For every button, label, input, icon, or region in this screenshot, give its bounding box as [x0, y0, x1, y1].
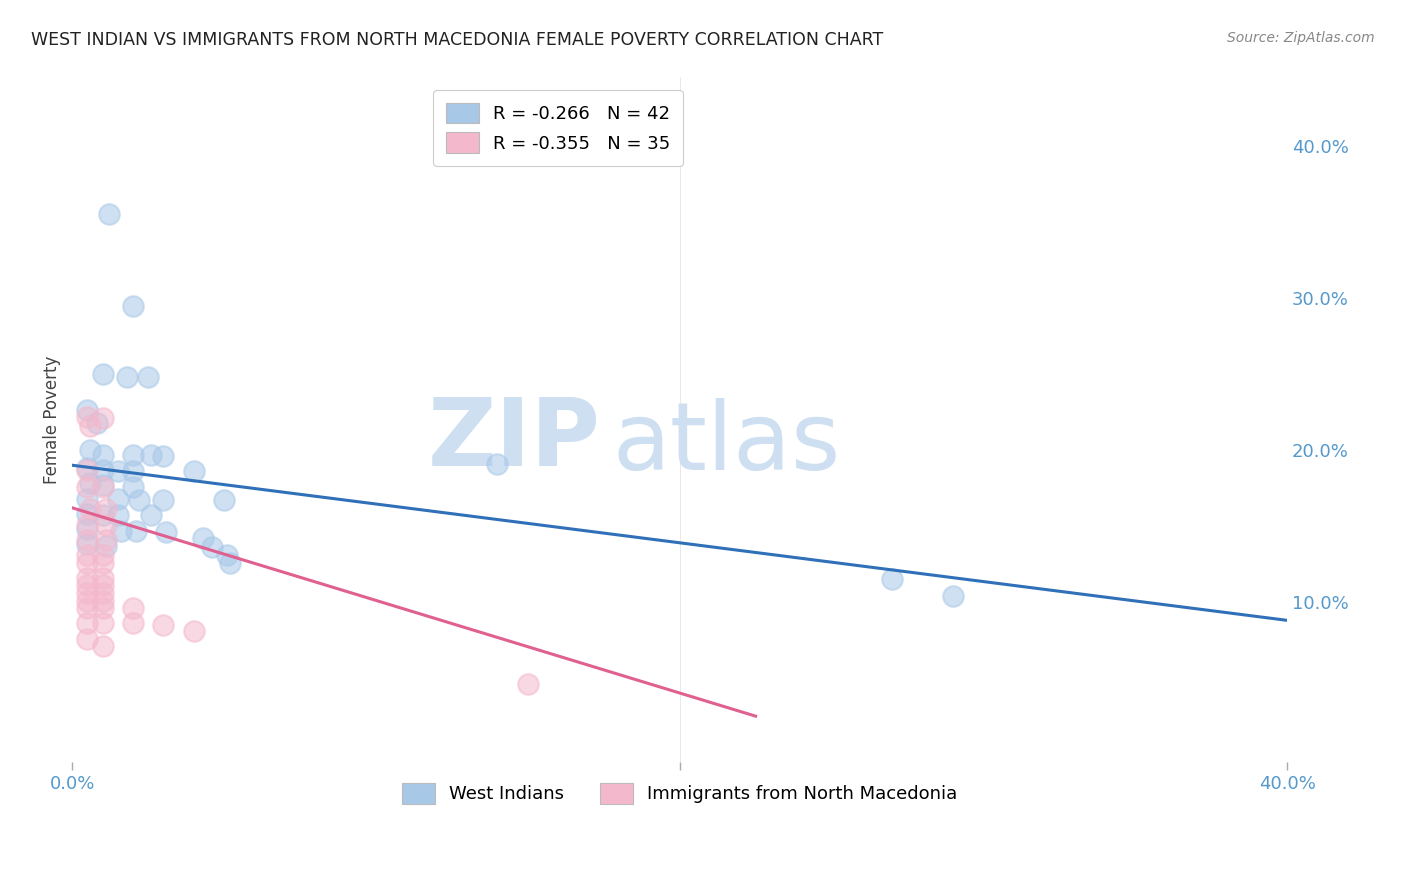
Point [217, 548, 239, 562]
Point [191, 531, 214, 545]
Point [94, 539, 117, 553]
Point [110, 524, 132, 538]
Point [212, 493, 235, 508]
Point [76, 616, 98, 631]
Y-axis label: Female Poverty: Female Poverty [44, 355, 60, 483]
Point [91, 508, 114, 523]
Point [155, 525, 177, 540]
Point [882, 572, 904, 586]
Point [219, 556, 242, 570]
Point [76, 537, 98, 551]
Point [76, 571, 98, 585]
Point [76, 409, 98, 424]
Legend: West Indians, Immigrants from North Macedonia: West Indians, Immigrants from North Mace… [391, 772, 969, 814]
Point [122, 479, 145, 493]
Point [122, 299, 145, 313]
Point [122, 448, 145, 462]
Point [152, 493, 174, 508]
Point [76, 632, 98, 646]
Point [122, 464, 145, 478]
Point [76, 601, 98, 615]
Point [91, 548, 114, 562]
Point [76, 403, 98, 417]
Point [486, 457, 509, 471]
Point [183, 464, 205, 478]
Point [107, 491, 129, 506]
Point [76, 463, 98, 477]
Point [79, 418, 101, 433]
Point [79, 476, 101, 491]
Point [76, 507, 98, 521]
Point [91, 478, 114, 492]
Point [128, 493, 150, 508]
Text: atlas: atlas [613, 398, 841, 490]
Point [122, 601, 145, 615]
Point [107, 464, 129, 478]
Point [94, 502, 117, 516]
Point [76, 586, 98, 600]
Point [91, 556, 114, 570]
Point [516, 677, 538, 691]
Point [201, 541, 224, 555]
Point [86, 416, 108, 430]
Point [136, 370, 159, 384]
Point [141, 508, 163, 523]
Point [91, 586, 114, 600]
Text: Source: ZipAtlas.com: Source: ZipAtlas.com [1227, 31, 1375, 45]
Point [115, 370, 138, 384]
Point [91, 601, 114, 615]
Text: WEST INDIAN VS IMMIGRANTS FROM NORTH MACEDONIA FEMALE POVERTY CORRELATION CHART: WEST INDIAN VS IMMIGRANTS FROM NORTH MAC… [31, 31, 883, 49]
Point [141, 448, 163, 462]
Point [91, 571, 114, 585]
Point [79, 443, 101, 458]
Point [79, 502, 101, 516]
Point [97, 207, 120, 221]
Point [942, 589, 965, 603]
Point [76, 517, 98, 532]
Point [91, 367, 114, 381]
Point [91, 639, 114, 653]
Point [76, 593, 98, 607]
Point [76, 556, 98, 570]
Point [91, 411, 114, 425]
Point [76, 522, 98, 536]
Point [125, 524, 148, 538]
Text: ZIP: ZIP [427, 394, 600, 486]
Point [91, 578, 114, 592]
Point [91, 463, 114, 477]
Point [76, 491, 98, 506]
Point [76, 533, 98, 547]
Point [122, 616, 145, 631]
Point [76, 479, 98, 493]
Point [91, 616, 114, 631]
Point [152, 618, 174, 632]
Point [76, 548, 98, 562]
Point [91, 479, 114, 493]
Point [76, 578, 98, 592]
Point [94, 533, 117, 547]
Point [107, 508, 129, 523]
Point [91, 593, 114, 607]
Point [91, 448, 114, 462]
Point [183, 624, 205, 638]
Point [76, 461, 98, 475]
Point [94, 517, 117, 532]
Point [152, 449, 174, 463]
